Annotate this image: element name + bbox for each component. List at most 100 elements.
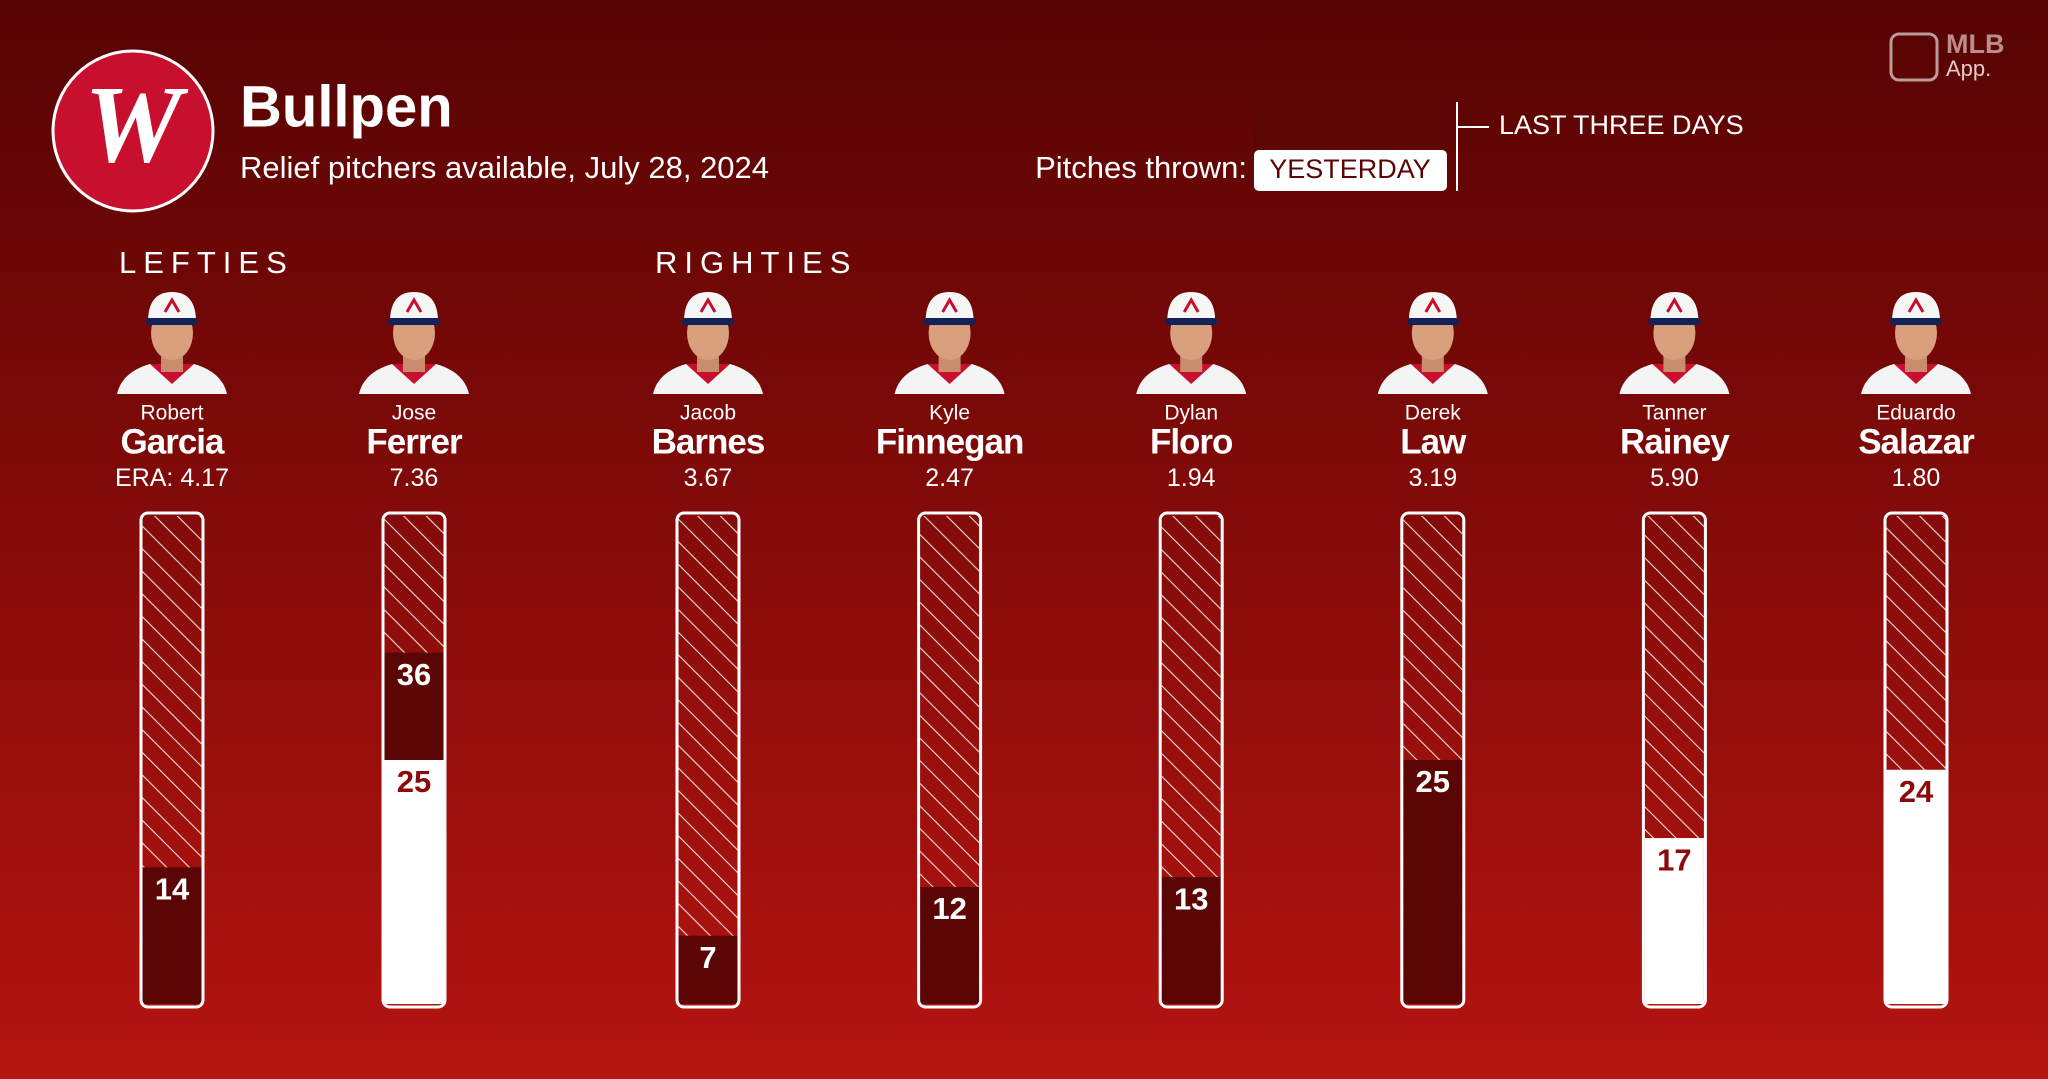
value-label: 14: [155, 872, 190, 907]
bar-frame: [1400, 511, 1466, 1009]
first-name: Kyle: [929, 402, 970, 425]
headshot: [1136, 292, 1247, 394]
headshot: [1377, 292, 1488, 394]
cap-logo: [405, 297, 423, 313]
cap-logo: [1907, 297, 1925, 313]
legend-swatch: [1254, 150, 1447, 191]
bar: [384, 760, 444, 1004]
subtitle: Relief pitchers available, July 28, 2024: [240, 150, 769, 185]
team-logo-letter: W: [84, 63, 189, 185]
cap-brim: [1648, 318, 1701, 325]
value-label: 25: [397, 764, 431, 799]
era-value: 7.36: [390, 464, 439, 492]
cap: [390, 292, 438, 322]
first-name: Jose: [392, 402, 436, 425]
cap-logo: [1182, 297, 1200, 313]
cap: [925, 292, 974, 322]
era-value: 3.19: [1408, 464, 1457, 492]
bar-track: [678, 516, 738, 1004]
headshot: [894, 292, 1005, 394]
era: 3.19: [1408, 464, 1457, 492]
last-name: Barnes: [652, 422, 765, 461]
era-value: 1.80: [1892, 464, 1941, 492]
headshot: [1861, 292, 1971, 394]
era: ERA: 4.17: [115, 464, 229, 492]
era-prefix: ERA:: [115, 464, 180, 492]
cap-brim: [682, 318, 734, 325]
app-name: App.: [1946, 56, 1991, 81]
group-label: RIGHTIES: [655, 245, 857, 280]
value-label: 13: [1174, 881, 1208, 916]
cap-brim: [388, 318, 440, 325]
era-value: 5.90: [1650, 464, 1699, 492]
cap: [684, 292, 732, 322]
cap-brim: [1165, 318, 1218, 325]
app-logo-box: [1889, 32, 1939, 82]
value-label: 25: [1416, 764, 1450, 799]
last-name: Garcia: [121, 422, 225, 461]
last-name: Ferrer: [366, 422, 463, 461]
cap: [1650, 292, 1699, 322]
first-name: Dylan: [1164, 402, 1218, 425]
first-name: Derek: [1405, 402, 1462, 425]
bar: [1886, 769, 1946, 1004]
bar: [142, 867, 202, 1004]
group-label: LEFTIES: [119, 245, 294, 280]
cap: [1892, 292, 1940, 322]
bar-frame: [1158, 511, 1224, 1009]
headshot: [117, 292, 227, 394]
cap-logo: [1666, 297, 1683, 313]
app-brand: MLB: [1946, 29, 2004, 59]
first-name: Jacob: [680, 402, 736, 425]
cap: [1408, 292, 1457, 322]
value-label: 7: [699, 940, 716, 975]
era-value: 1.94: [1167, 464, 1216, 492]
cap-brim: [1406, 318, 1459, 325]
last-name: Law: [1400, 422, 1467, 461]
cap-brim: [146, 318, 198, 325]
bar-frame: [1883, 511, 1949, 1009]
last-name: Floro: [1150, 422, 1233, 461]
value-label: 12: [932, 891, 966, 926]
first-name: Eduardo: [1876, 402, 1955, 425]
first-name: Robert: [140, 402, 203, 425]
era: 1.80: [1892, 464, 1941, 492]
last-name: Salazar: [1858, 422, 1975, 461]
team-logo: [51, 49, 215, 213]
last-name: Finnegan: [876, 422, 1024, 461]
cap-brim: [923, 318, 976, 325]
value-label: 17: [1657, 842, 1691, 877]
bar-frame: [381, 511, 447, 1009]
era: 2.47: [925, 464, 974, 492]
cap-logo: [1424, 297, 1442, 313]
bar: [920, 886, 980, 1004]
bar-frame: [917, 511, 983, 1009]
cap-logo: [941, 297, 958, 313]
last-name: Rainey: [1620, 422, 1730, 461]
bar-frame: [1641, 511, 1707, 1009]
value-label: 24: [1899, 774, 1934, 809]
era: 3.67: [684, 464, 733, 492]
headshot: [653, 292, 763, 394]
bar-frame: [139, 511, 205, 1009]
title: Bullpen: [240, 74, 453, 139]
era-value: 2.47: [925, 464, 974, 492]
legend-swatch: [1254, 102, 1447, 148]
headshot: [1619, 292, 1730, 394]
era: 1.94: [1167, 464, 1216, 492]
cap: [1167, 292, 1216, 322]
bar: [1644, 838, 1704, 1004]
cap: [148, 292, 196, 322]
bar: [678, 935, 738, 1004]
era: 5.90: [1650, 464, 1699, 492]
bar: [1161, 877, 1221, 1004]
cap-logo: [163, 297, 181, 313]
era-value: 3.67: [684, 464, 733, 492]
bar-frame: [675, 511, 741, 1009]
first-name: Tanner: [1642, 402, 1706, 425]
era-value: 4.17: [180, 464, 229, 492]
legend-label: YESTERDAY: [1269, 154, 1431, 184]
headshot: [359, 292, 469, 394]
legend-title: Pitches thrown:: [1035, 150, 1247, 185]
